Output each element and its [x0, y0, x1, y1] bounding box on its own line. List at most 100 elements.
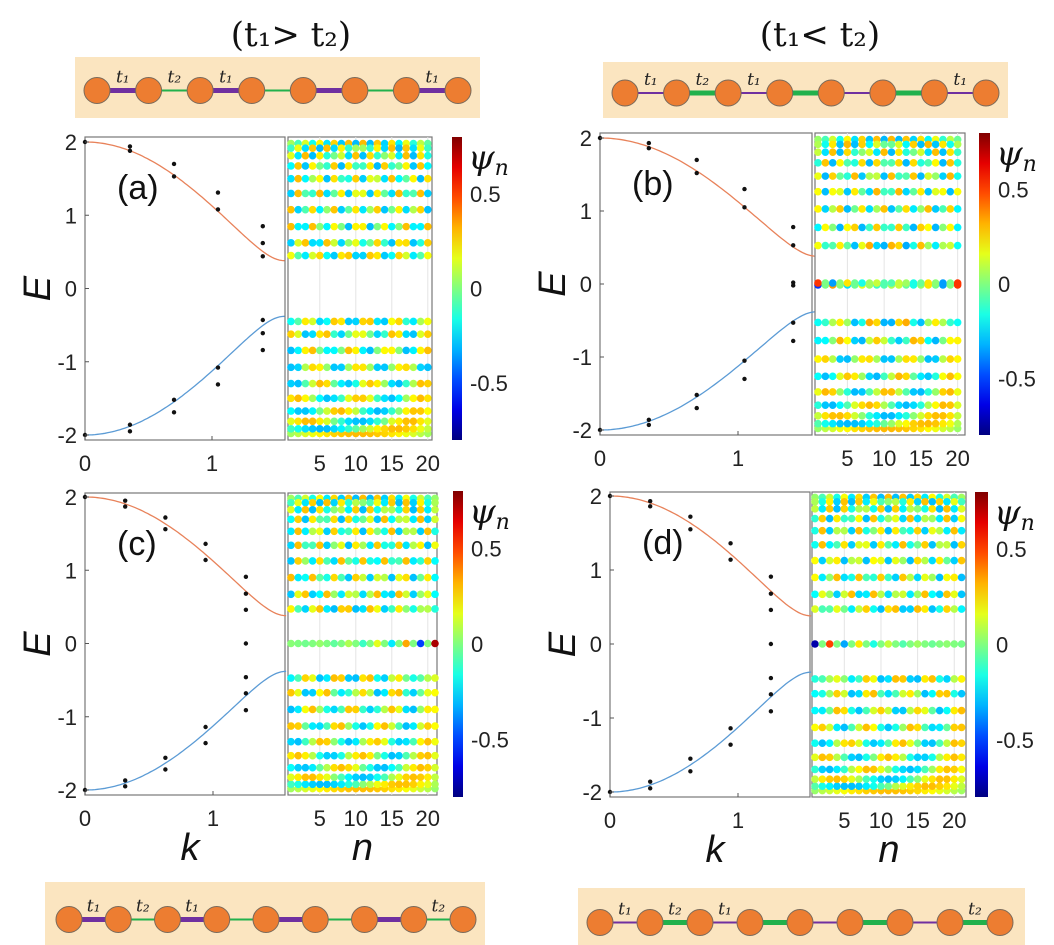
wavefunction-amplitude-dot	[836, 205, 844, 213]
wavefunction-amplitude-dot	[409, 239, 418, 247]
wavefunction-amplitude-dot	[873, 419, 881, 428]
wavefunction-amplitude-dot	[373, 773, 382, 782]
n-tick-label: 10	[869, 808, 893, 833]
wavefunction-amplitude-dot	[308, 144, 317, 152]
wavefunction-amplitude-dot	[352, 688, 360, 697]
wavefunction-amplitude-dot	[895, 140, 903, 149]
wavefunction-amplitude-dot	[388, 705, 396, 714]
wavefunction-amplitude-dot	[287, 773, 295, 782]
wavefunction-amplitude-dot	[924, 148, 933, 156]
wavefunction-amplitude-dot	[402, 674, 411, 682]
wavefunction-amplitude-dot	[323, 639, 331, 648]
wavefunction-amplitude-dot	[877, 640, 885, 648]
y-tick-label: -1	[582, 706, 602, 731]
wavefunction-amplitude-dot	[323, 590, 331, 599]
wavefunction-amplitude-dot	[931, 172, 940, 180]
wavefunction-amplitude-dot	[287, 330, 295, 338]
eigenvalue-dot	[791, 283, 796, 288]
wavefunction-amplitude-dot	[836, 372, 844, 381]
wavefunction-amplitude-dot	[294, 394, 303, 403]
wavefunction-amplitude-dot	[431, 590, 439, 599]
wavefunction-amplitude-dot	[294, 417, 303, 426]
wavefunction-amplitude-dot	[950, 526, 959, 535]
wavefunction-amplitude-dot	[301, 688, 310, 697]
wavefunction-amplitude-dot	[943, 753, 951, 762]
wavefunction-amplitude-dot	[301, 222, 310, 231]
wavefunction-amplitude-dot	[818, 706, 827, 715]
wavefunction-amplitude-dot	[880, 172, 888, 180]
wavefunction-amplitude-dot	[301, 557, 310, 565]
wavefunction-amplitude-dot	[287, 205, 295, 214]
wavefunction-amplitude-dot	[366, 417, 375, 426]
wavefunction-amplitude-dot	[352, 573, 360, 582]
wavefunction-amplitude-dot	[891, 556, 900, 565]
wavefunction-amplitude-dot	[380, 425, 389, 433]
wavefunction-amplitude-dot	[855, 605, 863, 613]
wavefunction-amplitude-dot	[373, 317, 382, 326]
wavefunction-amplitude-dot	[344, 737, 353, 746]
eigenvalue-dot	[171, 174, 177, 179]
wavefunction-amplitude-dot	[316, 763, 324, 772]
wavefunction-amplitude-dot	[891, 706, 900, 715]
wavefunction-amplitude-dot	[828, 318, 837, 327]
wavefunction-amplitude-dot	[953, 355, 962, 363]
colorbar-label-subscript: n	[495, 156, 509, 181]
wavefunction-amplitude-dot	[316, 151, 324, 160]
eigenvalue-dot	[243, 607, 249, 613]
wavefunction-amplitude-dot	[352, 763, 360, 772]
wavefunction-amplitude-dot	[887, 412, 896, 420]
wavefunction-amplitude-dot	[416, 379, 425, 388]
wavefunction-amplitude-dot	[395, 498, 403, 507]
y-axis-label: E	[532, 271, 574, 297]
wavefunction-amplitude-dot	[359, 590, 367, 599]
wavefunction-amplitude-dot	[388, 573, 396, 582]
wavefunction-amplitude-dot	[316, 379, 324, 388]
wavefunction-amplitude-dot	[862, 526, 871, 535]
wavefunction-amplitude-dot	[921, 689, 929, 698]
wavefunction-amplitude-dot	[840, 556, 849, 565]
wavefunction-amplitude-dot	[939, 318, 947, 327]
wavefunction-amplitude-dot	[850, 172, 859, 180]
wavefunction-amplitude-dot	[825, 505, 834, 513]
wavefunction-amplitude-dot	[814, 140, 822, 149]
wavefunction-amplitude-dot	[931, 223, 940, 232]
wavefunction-amplitude-dot	[424, 773, 432, 782]
wavefunction-amplitude-dot	[939, 140, 947, 149]
wavefunction-amplitude-dot	[953, 419, 962, 428]
wavefunction-amplitude-dot	[294, 162, 303, 170]
wavefunction-amplitude-dot	[373, 330, 382, 338]
wavefunction-amplitude-dot	[294, 239, 303, 247]
wavefunction-amplitude-dot	[424, 515, 432, 524]
wavefunction-amplitude-dot	[957, 605, 966, 613]
lattice-site	[611, 79, 639, 107]
wavefunction-amplitude-dot	[865, 355, 874, 363]
eigenvalue-dot	[215, 207, 221, 212]
wavefunction-amplitude-dot	[366, 674, 375, 682]
wavefunction-amplitude-dot	[395, 505, 403, 514]
wavefunction-amplitude-dot	[330, 425, 339, 433]
eigenvalue-dot	[260, 240, 265, 246]
wavefunction-amplitude-dot	[373, 688, 382, 697]
wavefunction-amplitude-dot	[935, 775, 944, 783]
eigenvalue-dot	[203, 740, 208, 746]
wavefunction-amplitude-dot	[928, 753, 937, 762]
wavefunction-amplitude-dot	[380, 239, 389, 247]
wavefunction-amplitude-dot	[825, 526, 834, 535]
eigenvalue-dot	[243, 591, 249, 596]
wavefunction-amplitude-dot	[828, 355, 837, 363]
wavefunction-amplitude-dot	[330, 688, 339, 697]
wavefunction-amplitude-dot	[352, 674, 360, 682]
wavefunction-amplitude-dot	[935, 739, 944, 748]
wavefunction-amplitude-dot	[395, 189, 403, 198]
wavefunction-amplitude-dot	[950, 753, 959, 762]
wavefunction-amplitude-dot	[366, 205, 375, 214]
wavefunction-amplitude-dot	[316, 527, 324, 536]
wavefunction-amplitude-dot	[843, 412, 852, 420]
wavefunction-amplitude-dot	[294, 674, 303, 682]
wavefunction-amplitude-dot	[828, 372, 837, 381]
y-tick-label: 0	[580, 272, 592, 297]
wavefunction-amplitude-dot	[308, 151, 317, 160]
wavefunction-amplitude-dot	[855, 675, 863, 683]
wavefunction-amplitude-dot	[895, 412, 903, 420]
wavefunction-amplitude-dot	[935, 556, 944, 565]
